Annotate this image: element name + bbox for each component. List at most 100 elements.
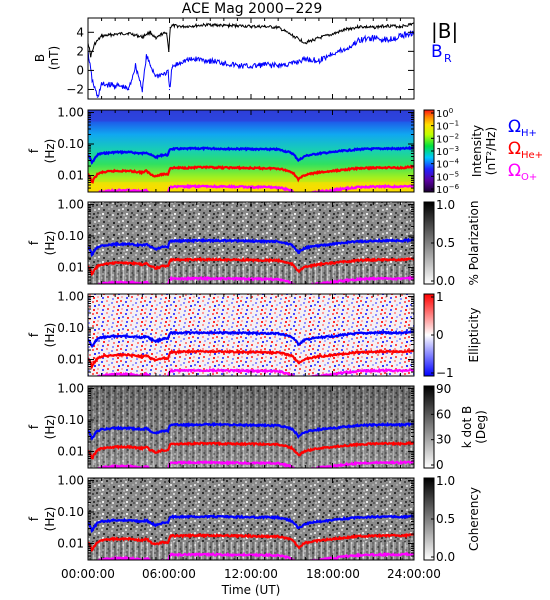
gyro-point-h [169, 148, 171, 150]
gyro-point-h [290, 520, 293, 522]
gyro-point-he [372, 167, 375, 169]
b-panel-background [88, 18, 414, 99]
gyro-point-h [358, 332, 361, 335]
gyro-point-o [263, 278, 266, 280]
gyro-point-o [263, 462, 266, 464]
gyro-point-h [127, 335, 130, 337]
b-radial-point [134, 65, 137, 67]
b-radial-point [209, 60, 211, 62]
gyro-point-h [399, 240, 402, 242]
colorbar-tick-base: 10 [436, 172, 449, 183]
gyro-point-he [114, 446, 116, 448]
title-layer: ACE Mag 2000−229 [182, 1, 322, 17]
gyro-point-o [305, 193, 307, 195]
gyro-point-o [91, 292, 93, 294]
gyro-point-he [236, 443, 239, 445]
gyro-point-h [304, 523, 307, 525]
x-tick-label: 18:00:00 [306, 567, 360, 581]
legend-b-radial: B [431, 42, 443, 62]
gyro-point-he [155, 543, 157, 546]
gyro-point-h [155, 524, 157, 527]
panel-intensity [88, 110, 414, 192]
gyro-point-he [149, 265, 152, 268]
colorbar-tick-label: 10−1 [436, 120, 459, 133]
gyro-point-o [386, 461, 388, 464]
gyro-point-o [372, 461, 375, 464]
gyro-point-o [277, 186, 279, 189]
panel-y-tick-label: 0.01 [57, 353, 84, 367]
gyro-point-o [399, 277, 402, 280]
b-radial-point [100, 84, 103, 86]
gyro-point-he [167, 173, 169, 176]
gyro-point-h [290, 336, 293, 338]
gyro-point-he [149, 541, 152, 544]
gyro-point-he [290, 447, 293, 449]
gyro-point-h [209, 239, 212, 242]
gyro-point-h [182, 516, 184, 518]
panel-y-axis-label: (Hz) [43, 323, 57, 348]
gyro-point-o [182, 185, 184, 188]
gyro-point-he [169, 535, 171, 537]
gyro-point-he [209, 258, 212, 261]
b-radial-point [114, 85, 116, 87]
gyro-point-o [358, 370, 361, 372]
gyro-point-o [298, 197, 300, 199]
gyro-point-o [223, 553, 225, 556]
gyro-point-he [263, 259, 266, 262]
gyro-point-he [358, 259, 361, 262]
gyro-point-h [345, 517, 347, 520]
gyro-point-he [345, 260, 347, 263]
colorbar-tick-exponent: −5 [449, 170, 459, 178]
legend-gyro-subscript: O+ [521, 172, 537, 183]
gyro-point-h [223, 515, 225, 518]
gyro-point-h [399, 148, 402, 150]
gyro-point-h [386, 239, 388, 242]
gyro-point-he [169, 259, 171, 261]
gyro-point-he [318, 171, 320, 174]
gyro-point-h [169, 332, 171, 334]
gyro-point-he [277, 167, 279, 170]
gyro-point-he [250, 259, 252, 261]
gyro-point-he [169, 167, 171, 169]
panel-ellipticity [88, 294, 414, 376]
gyro-point-he [263, 167, 266, 170]
gyro-point-h [297, 527, 300, 530]
gyro-point-he [236, 167, 239, 169]
b-radial-point [168, 88, 171, 91]
panel-y-tick-label: 0.10 [57, 505, 84, 519]
gyro-point-o [386, 369, 388, 372]
gyro-point-o [182, 369, 184, 372]
gyro-point-o [145, 465, 148, 468]
gyro-point-h [161, 430, 164, 432]
gyro-point-h [96, 154, 99, 156]
gyro-point-o [91, 384, 93, 386]
gyro-point-h [169, 240, 171, 242]
b-total-point [107, 34, 109, 36]
gyro-point-h [96, 522, 99, 524]
gyro-point-h [304, 431, 307, 433]
gyro-point-he [167, 265, 169, 268]
b-y-tick-label: 4 [76, 25, 84, 39]
gyro-point-he [277, 259, 279, 262]
legend-b-radial-subscript: R [444, 52, 452, 65]
gyro-point-he [127, 170, 130, 172]
gyro-point-o [358, 186, 361, 188]
gyro-point-h [155, 248, 157, 251]
gyro-point-h [141, 244, 144, 247]
gyro-point-he [386, 534, 388, 537]
spectrogram-ellipticity-fill [88, 294, 414, 376]
gyro-point-h [127, 243, 130, 245]
gyro-point-he [161, 449, 164, 452]
panel-y-tick-label: 1.00 [57, 289, 84, 303]
b-total-point [100, 35, 103, 37]
gyro-point-h [304, 339, 307, 341]
gyro-point-o [91, 476, 93, 478]
gyro-point-h [399, 516, 402, 518]
gyro-point-he [304, 450, 307, 452]
gyro-point-h [145, 427, 148, 429]
b-total-point [141, 36, 143, 38]
gyro-point-he [318, 355, 320, 358]
gyro-point-h [114, 519, 116, 521]
gyro-point-he [114, 170, 116, 172]
gyro-point-he [169, 351, 171, 353]
